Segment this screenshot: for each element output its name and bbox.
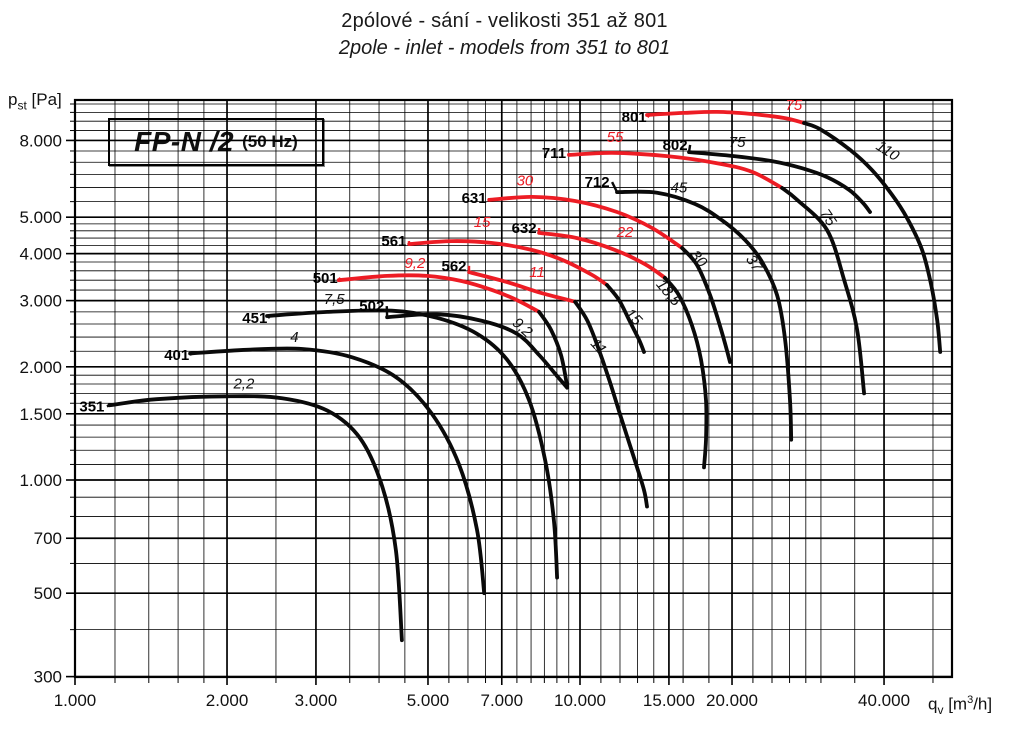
page-title: 2pólové - sání - velikosti 351 až 801	[341, 10, 668, 32]
curve-801-red	[645, 109, 806, 125]
x-tick-label: 2.000	[206, 691, 249, 710]
x-tick-label: 1.000	[54, 691, 97, 710]
curve-711-black	[780, 186, 866, 396]
y-tick-label: 500	[34, 584, 62, 603]
x-tick-label: 40.000	[858, 691, 910, 710]
curve-label-leader	[611, 181, 619, 193]
power-label-37-black: 37	[742, 252, 766, 276]
power-label-110-black: 110	[873, 138, 903, 166]
power-label-55-red: 55	[607, 129, 624, 146]
curve-802-black	[687, 150, 872, 214]
curve-label-leader	[337, 277, 342, 281]
curve-562-black	[573, 299, 649, 509]
power-label-22-red: 22	[616, 224, 634, 241]
power-label-2,2-black: 2,2	[232, 376, 255, 393]
curve-label-712: 712	[585, 174, 610, 191]
curve-label-leader	[106, 404, 110, 408]
curve-712-black	[615, 189, 794, 442]
curve-label-451: 451	[242, 310, 267, 327]
power-label-4-black: 4	[290, 329, 298, 346]
curve-label-801: 801	[622, 109, 647, 126]
curve-label-401: 401	[164, 347, 189, 364]
x-tick-label: 15.000	[643, 691, 695, 710]
curve-label-leader	[646, 114, 650, 118]
power-label-9,2-red: 9,2	[404, 255, 426, 272]
x-tick-label: 3.000	[295, 691, 338, 710]
y-tick-label: 5.000	[19, 208, 62, 227]
curve-label-351: 351	[79, 398, 104, 415]
curve-label-802: 802	[663, 137, 688, 154]
y-tick-label: 300	[34, 668, 62, 687]
page-subtitle: 2pole - inlet - models from 351 to 801	[338, 37, 671, 59]
power-label-7,5-black: 7,5	[324, 291, 346, 308]
curve-label-562: 562	[441, 258, 466, 275]
curve-632-black	[663, 275, 709, 470]
x-axis-unit-label: qv [m3/h]	[928, 694, 993, 718]
curve-label-501: 501	[313, 270, 338, 287]
curve-label-502: 502	[359, 298, 384, 315]
curve-label-561: 561	[381, 233, 406, 250]
curve-label-leader	[687, 144, 692, 153]
power-label-75-black: 75	[729, 134, 746, 151]
power-label-45-black: 45	[671, 180, 688, 197]
curve-632-red	[537, 231, 667, 280]
curve-502-black	[385, 312, 569, 390]
y-tick-label: 2.000	[19, 358, 62, 377]
curve-631-red	[487, 194, 684, 250]
y-tick-label: 3.000	[19, 292, 62, 311]
series-frequency: (50 Hz)	[242, 132, 298, 151]
x-tick-label: 20.000	[706, 691, 758, 710]
y-tick-label: 700	[34, 529, 62, 548]
curve-561-red	[407, 239, 609, 287]
curve-501-black	[537, 310, 569, 388]
power-label-18,5-black: 18,5	[652, 276, 684, 310]
power-label-75-black: 75	[816, 206, 840, 230]
curve-401-black	[188, 346, 487, 596]
curve-label-leader	[189, 352, 193, 356]
curve-label-632: 632	[512, 220, 537, 237]
y-tick-label: 8.000	[19, 131, 62, 150]
power-label-11-black: 11	[587, 335, 610, 358]
power-label-11-red: 11	[529, 264, 545, 281]
series-name: FP-N /2	[134, 126, 235, 157]
curve-label-leader	[266, 314, 271, 319]
y-tick-label: 4.000	[19, 245, 62, 264]
x-tick-label: 5.000	[407, 691, 450, 710]
curve-801-black	[802, 121, 943, 354]
x-tick-label: 7.000	[481, 691, 524, 710]
power-label-75-red: 75	[786, 97, 803, 114]
curve-451-black	[265, 308, 559, 580]
x-tick-label: 10.000	[554, 691, 606, 710]
power-label-30-black: 30	[687, 247, 711, 271]
curve-351-black	[107, 394, 404, 643]
curve-label-631: 631	[462, 190, 487, 207]
curve-label-711: 711	[542, 145, 566, 162]
curve-561-black	[605, 283, 646, 354]
y-tick-label: 1.000	[19, 471, 62, 490]
curve-562-red	[467, 270, 577, 304]
y-tick-label: 1.500	[19, 405, 62, 424]
y-axis-unit-label: pst [Pa]	[8, 90, 62, 113]
plot-border	[73, 98, 954, 679]
curve-631-black	[680, 246, 732, 364]
series-badge: FP-N /2 (50 Hz)	[108, 118, 324, 166]
curve-711-red	[567, 150, 784, 190]
power-label-30-red: 30	[517, 172, 534, 189]
power-label-15-red: 15	[474, 214, 491, 231]
curve-501-red	[336, 273, 541, 314]
